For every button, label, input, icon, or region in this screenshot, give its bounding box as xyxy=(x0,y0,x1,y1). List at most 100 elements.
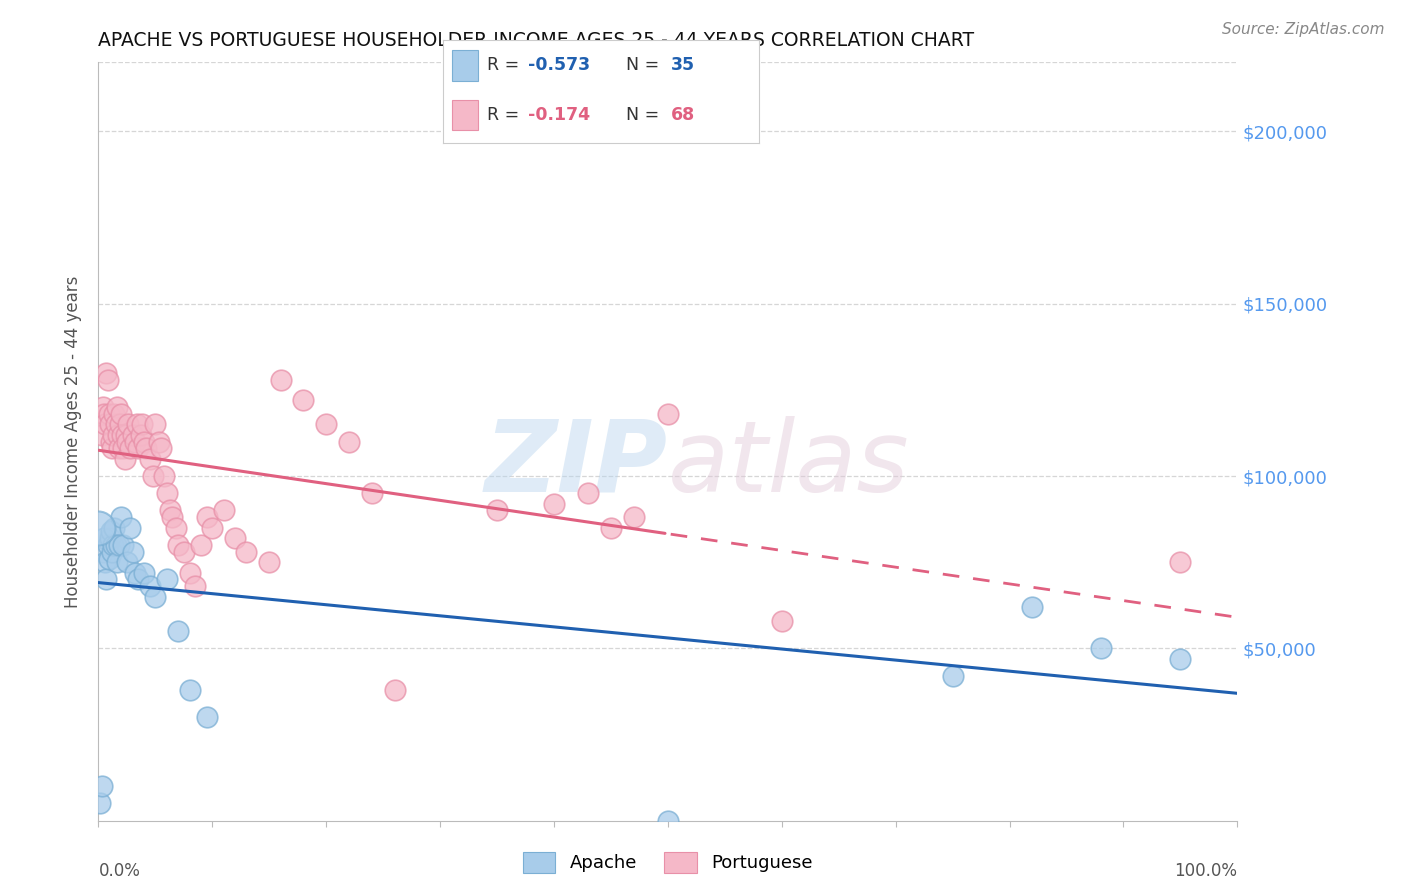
Point xyxy=(145,417,167,432)
Point xyxy=(127,417,149,432)
Text: 35: 35 xyxy=(671,56,695,74)
Point xyxy=(111,427,134,442)
Point xyxy=(201,521,224,535)
Point xyxy=(384,682,406,697)
Point xyxy=(93,407,115,421)
Point xyxy=(96,538,118,552)
Point xyxy=(486,503,509,517)
Point xyxy=(1170,555,1192,569)
Point xyxy=(103,538,125,552)
Text: Source: ZipAtlas.com: Source: ZipAtlas.com xyxy=(1222,22,1385,37)
Y-axis label: Householder Income Ages 25 - 44 years: Householder Income Ages 25 - 44 years xyxy=(65,276,83,607)
Text: 100.0%: 100.0% xyxy=(1174,863,1237,880)
Point xyxy=(96,573,118,587)
Point xyxy=(576,486,599,500)
Text: APACHE VS PORTUGUESE HOUSEHOLDER INCOME AGES 25 - 44 YEARS CORRELATION CHART: APACHE VS PORTUGUESE HOUSEHOLDER INCOME … xyxy=(98,30,974,50)
Point xyxy=(195,510,218,524)
Point xyxy=(623,510,645,524)
Point xyxy=(259,555,281,569)
Point xyxy=(115,434,138,449)
Point xyxy=(156,486,179,500)
Point xyxy=(224,531,246,545)
Text: 68: 68 xyxy=(671,105,695,123)
Point xyxy=(142,469,165,483)
Point xyxy=(942,669,965,683)
Point xyxy=(132,566,155,580)
Point xyxy=(159,503,181,517)
Point xyxy=(657,407,679,421)
Point xyxy=(117,417,139,432)
Point xyxy=(292,393,315,408)
Point xyxy=(600,521,623,535)
Point xyxy=(195,710,218,724)
Text: ZIP: ZIP xyxy=(485,416,668,513)
Text: 0.0%: 0.0% xyxy=(98,863,141,880)
Point xyxy=(770,614,793,628)
Point xyxy=(1170,651,1192,665)
Point xyxy=(150,442,173,456)
Point xyxy=(138,451,160,466)
Point xyxy=(145,590,167,604)
Point xyxy=(162,510,184,524)
Point xyxy=(103,427,125,442)
Text: -0.174: -0.174 xyxy=(529,105,591,123)
Point xyxy=(114,451,136,466)
Point xyxy=(235,545,257,559)
Point xyxy=(124,566,146,580)
Point xyxy=(96,372,118,386)
Point xyxy=(179,682,201,697)
Point xyxy=(112,442,135,456)
Point xyxy=(96,366,118,380)
Point xyxy=(91,545,114,559)
Point xyxy=(101,545,124,559)
Point xyxy=(179,566,201,580)
Point xyxy=(112,538,135,552)
Point xyxy=(315,417,337,432)
Point xyxy=(97,407,120,421)
Point xyxy=(115,555,138,569)
Point xyxy=(110,510,132,524)
Point xyxy=(148,434,170,449)
Point xyxy=(131,417,153,432)
Point xyxy=(270,372,292,386)
Point xyxy=(121,427,143,442)
Point xyxy=(108,442,131,456)
Point xyxy=(132,434,155,449)
Point xyxy=(93,531,115,545)
Point xyxy=(114,427,136,442)
Point xyxy=(337,434,360,449)
Point xyxy=(110,407,132,421)
Point xyxy=(165,521,187,535)
Point xyxy=(360,486,382,500)
Text: N =: N = xyxy=(627,105,665,123)
Point xyxy=(87,521,110,535)
Text: R =: R = xyxy=(486,56,524,74)
Point xyxy=(100,524,122,538)
Point xyxy=(156,573,179,587)
Text: -0.573: -0.573 xyxy=(529,56,591,74)
Point xyxy=(212,503,235,517)
Point xyxy=(100,434,122,449)
Point xyxy=(89,797,111,811)
Point xyxy=(129,427,152,442)
Point xyxy=(167,538,190,552)
Point xyxy=(101,442,124,456)
Point xyxy=(98,417,121,432)
Point xyxy=(121,545,143,559)
Point xyxy=(104,417,127,432)
Text: atlas: atlas xyxy=(668,416,910,513)
Text: N =: N = xyxy=(627,56,665,74)
Point xyxy=(91,400,114,414)
Point xyxy=(124,434,146,449)
Bar xyxy=(453,100,478,130)
Point xyxy=(98,531,121,545)
Point xyxy=(97,551,120,566)
Point xyxy=(184,579,207,593)
Point xyxy=(153,469,176,483)
Point xyxy=(135,442,157,456)
Point xyxy=(90,427,112,442)
Point xyxy=(94,417,117,432)
Point xyxy=(120,442,142,456)
Point xyxy=(167,624,190,639)
Point xyxy=(108,538,131,552)
